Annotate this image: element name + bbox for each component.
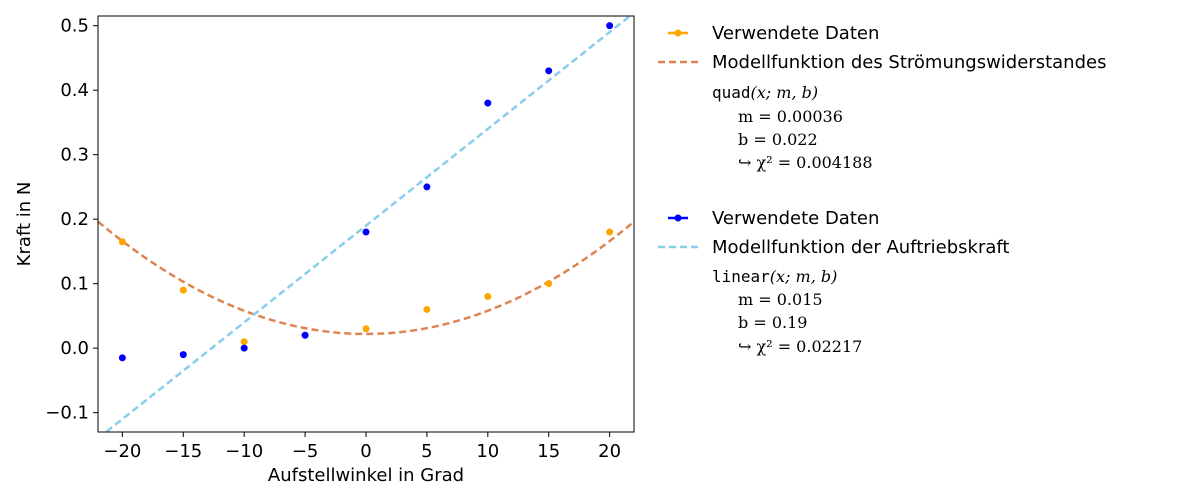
fit-lift-chi2: ↪ χ² = 0.02217 <box>738 337 862 356</box>
data-point-lift <box>179 351 187 359</box>
fit-lift-b: b = 0.19 <box>738 313 807 332</box>
data-point-lift <box>423 183 431 191</box>
legend-lift-data-label: Verwendete Daten <box>712 208 879 229</box>
x-tick-label: 5 <box>421 441 432 462</box>
legend-entry-drag-data: Verwendete Daten <box>668 23 879 44</box>
fit-lift-m: m = 0.015 <box>738 290 823 309</box>
data-point-drag <box>484 293 492 301</box>
data-point-lift <box>362 228 370 236</box>
y-tick-label: 0.1 <box>60 274 89 295</box>
x-tick-label: −5 <box>292 441 319 462</box>
y-axis-label: Kraft in N <box>14 182 35 267</box>
x-axis-label: Aufstellwinkel in Grad <box>268 465 464 486</box>
data-point-drag <box>179 286 187 294</box>
y-tick-label: 0.0 <box>60 338 89 359</box>
legend-entry-drag-model: Modellfunktion des Strömungswiderstandes <box>658 52 1106 73</box>
data-point-drag <box>118 238 126 246</box>
legend-lift-model-label: Modellfunktion der Auftriebskraft <box>712 237 1009 258</box>
fit-drag-function: quad(x; m, b) <box>712 83 818 102</box>
data-point-drag <box>423 305 431 313</box>
legend-drag-data-marker <box>674 29 682 37</box>
fit-params-lift: linear(x; m, b) m = 0.015 b = 0.19 ↪ χ² … <box>712 267 862 356</box>
fit-drag-func-args: (x; m, b) <box>751 83 819 102</box>
plot-frame <box>97 15 635 433</box>
fit-lift-func-args: (x; m, b) <box>770 267 838 286</box>
model-curve-lift <box>104 16 632 432</box>
legend-entry-lift-model: Modellfunktion der Auftriebskraft <box>658 237 1009 258</box>
x-tick-label: 20 <box>598 441 621 462</box>
x-tick-label: 0 <box>360 441 371 462</box>
data-point-lift <box>301 331 309 339</box>
legend: Verwendete Daten Modellfunktion des Strö… <box>658 23 1106 356</box>
legend-drag-data-label: Verwendete Daten <box>712 23 879 44</box>
fit-drag-m: m = 0.00036 <box>738 107 843 126</box>
data-point-drag <box>240 338 248 346</box>
x-tick-label: −20 <box>103 441 141 462</box>
y-tick-label: −0.1 <box>45 403 89 424</box>
y-tick-label: 0.4 <box>60 80 89 101</box>
x-tick-label: 10 <box>476 441 499 462</box>
data-point-drag <box>606 228 614 236</box>
y-tick-label: 0.2 <box>60 209 89 230</box>
data-point-lift <box>484 99 492 107</box>
fit-lift-func-name: linear <box>712 267 770 286</box>
x-tick-label: −10 <box>225 441 263 462</box>
data-point-lift <box>545 67 553 75</box>
data-point-lift <box>240 344 248 352</box>
fit-drag-chi2: ↪ χ² = 0.004188 <box>738 153 873 172</box>
x-tick-label: −15 <box>164 441 202 462</box>
legend-entry-lift-data: Verwendete Daten <box>668 208 879 229</box>
data-point-lift <box>606 22 614 30</box>
x-tick-label: 15 <box>537 441 560 462</box>
data-point-lift <box>118 354 126 362</box>
legend-lift-data-marker <box>674 214 682 222</box>
fit-drag-func-name: quad <box>712 83 751 102</box>
fit-drag-b: b = 0.022 <box>738 130 818 149</box>
fit-lift-function: linear(x; m, b) <box>712 267 837 286</box>
model-curve-drag <box>98 220 634 336</box>
y-tick-label: 0.3 <box>60 145 89 166</box>
data-point-drag <box>545 280 553 288</box>
y-tick-label: 0.5 <box>60 16 89 37</box>
fit-params-drag: quad(x; m, b) m = 0.00036 b = 0.022 ↪ χ²… <box>712 83 873 172</box>
legend-drag-model-label: Modellfunktion des Strömungswiderstandes <box>712 52 1106 73</box>
data-point-drag <box>362 325 370 333</box>
